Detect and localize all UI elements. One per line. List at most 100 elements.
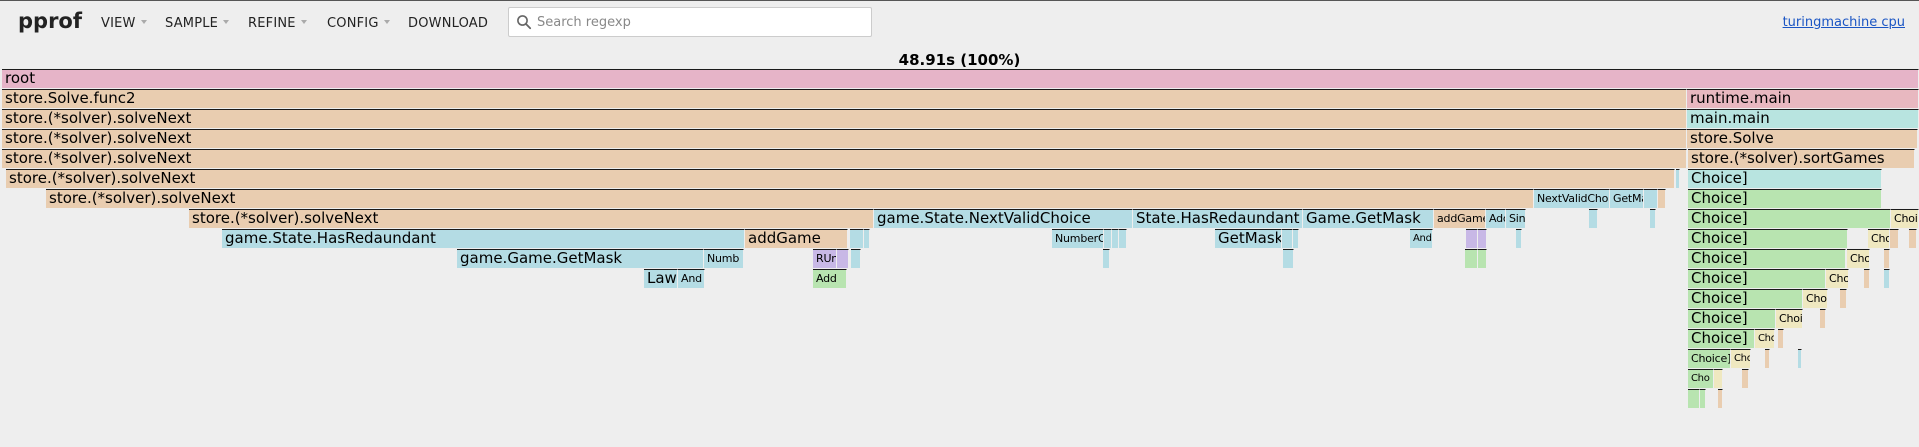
flame-frame[interactable] xyxy=(1282,229,1293,248)
flame-frame[interactable]: store.(*solver).solveNext xyxy=(6,169,1675,188)
flame-frame[interactable]: store.(*solver).solveNext xyxy=(2,129,1687,148)
flame-frame[interactable]: Choice] xyxy=(1688,229,1848,248)
flame-frame[interactable]: store.(*solver).solveNext xyxy=(2,149,1687,168)
flame-frame[interactable] xyxy=(1650,209,1656,228)
flame-frame[interactable]: addGame xyxy=(1434,209,1486,228)
flame-frame[interactable]: State.HasRedaundant xyxy=(1133,209,1303,228)
flame-frame[interactable] xyxy=(1283,249,1294,268)
flame-frame[interactable] xyxy=(1112,229,1119,248)
flame-frame-label: store.(*solver).solveNext xyxy=(5,109,192,127)
flame-frame[interactable] xyxy=(1688,389,1700,408)
flame-frame[interactable]: Game.GetMask xyxy=(1303,209,1434,228)
flame-frame[interactable]: runtime.main xyxy=(1687,89,1919,108)
flame-frame[interactable] xyxy=(1516,229,1522,248)
flame-frame[interactable]: And xyxy=(678,269,705,288)
flame-frame[interactable] xyxy=(1765,349,1770,368)
flame-frame[interactable]: Cho xyxy=(1755,329,1775,348)
flame-frame[interactable]: Choice] xyxy=(1688,269,1826,288)
flame-frame[interactable] xyxy=(837,249,849,268)
flame-frame[interactable]: store.(*solver).solveNext xyxy=(46,189,1534,208)
flame-frame[interactable]: Cho xyxy=(1868,229,1890,248)
flame-frame[interactable]: Law xyxy=(644,269,678,288)
flame-frame[interactable] xyxy=(1104,229,1112,248)
menu-download[interactable]: DOWNLOAD xyxy=(408,16,488,31)
flame-frame[interactable] xyxy=(1884,269,1890,288)
flame-frame[interactable] xyxy=(1466,229,1478,248)
flame-frame[interactable]: Choi xyxy=(1891,209,1919,228)
flame-frame[interactable] xyxy=(1714,369,1723,388)
flame-frame[interactable] xyxy=(1293,229,1299,248)
flame-frame-label: runtime.main xyxy=(1690,89,1792,107)
flame-frame[interactable]: game.State.HasRedaundant xyxy=(222,229,745,248)
flame-frame[interactable]: Choice] xyxy=(1688,289,1803,308)
flame-frame[interactable]: store.(*solver).solveNext xyxy=(189,209,874,228)
menu-view[interactable]: VIEW xyxy=(101,16,147,31)
flame-frame[interactable]: Cho xyxy=(1847,249,1870,268)
flame-frame[interactable] xyxy=(850,229,864,248)
flame-frame[interactable] xyxy=(1718,389,1723,408)
flame-frame[interactable]: Choice] xyxy=(1688,169,1882,188)
flame-frame[interactable] xyxy=(1676,169,1680,188)
menu-config[interactable]: CONFIG xyxy=(327,16,390,31)
flame-frame[interactable]: NumberOf xyxy=(1052,229,1104,248)
flame-frame[interactable]: Sin xyxy=(1506,209,1526,228)
flame-frame[interactable]: RUn xyxy=(813,249,837,268)
flame-frame[interactable]: Add xyxy=(1486,209,1506,228)
search-input[interactable] xyxy=(537,8,867,36)
flame-frame[interactable] xyxy=(1798,349,1802,368)
flame-frame[interactable] xyxy=(1589,209,1598,228)
flame-frame[interactable]: Cho xyxy=(1731,349,1751,368)
flame-frame[interactable] xyxy=(1884,249,1890,268)
flame-frame[interactable] xyxy=(1700,389,1706,408)
flame-frame[interactable]: Choice] xyxy=(1688,349,1731,368)
flame-frame[interactable]: Choice] xyxy=(1688,309,1776,328)
flame-frame[interactable]: Cho xyxy=(1688,369,1714,388)
flame-frame[interactable] xyxy=(1742,369,1749,388)
flame-frame[interactable]: Choice] xyxy=(1688,189,1882,208)
flame-frame[interactable]: Choice] xyxy=(1688,209,1891,228)
flame-frame[interactable] xyxy=(864,229,870,248)
flame-frame[interactable]: Choi xyxy=(1803,289,1828,308)
flame-frame[interactable]: store.Solve xyxy=(1687,129,1918,148)
menu-sample[interactable]: SAMPLE xyxy=(165,16,230,31)
caret-down-icon xyxy=(300,19,307,24)
flame-frame[interactable] xyxy=(1644,189,1658,208)
flame-frame[interactable]: store.(*solver).solveNext xyxy=(2,109,1687,128)
flame-frame[interactable]: addGame xyxy=(745,229,848,248)
flame-frame[interactable] xyxy=(1119,229,1127,248)
menu-sample-label: SAMPLE xyxy=(165,16,219,31)
flame-frame[interactable]: Add xyxy=(813,269,847,288)
flame-frame[interactable] xyxy=(1864,269,1870,288)
flame-frame[interactable] xyxy=(1465,249,1478,268)
flame-frame[interactable]: GetMask xyxy=(1215,229,1282,248)
flame-frame[interactable]: Choi xyxy=(1776,309,1803,328)
flame-frame[interactable]: game.State.NextValidChoice xyxy=(874,209,1133,228)
flame-frame[interactable]: And xyxy=(1410,229,1433,248)
flame-frame[interactable] xyxy=(1840,289,1847,308)
flame-frame[interactable]: root xyxy=(2,69,1919,88)
flame-frame[interactable]: GetMask xyxy=(1610,189,1644,208)
flame-frame[interactable]: store.Solve.func2 xyxy=(2,89,1687,108)
flame-frame[interactable]: Numb xyxy=(704,249,744,268)
flame-frame[interactable]: Cho xyxy=(1826,269,1849,288)
profile-name-link[interactable]: turingmachine cpu xyxy=(1782,15,1905,30)
flame-frame-label: And xyxy=(681,272,702,285)
flame-frame[interactable] xyxy=(1890,229,1899,248)
flame-frame[interactable] xyxy=(851,249,861,268)
flame-frame[interactable] xyxy=(1478,249,1487,268)
flame-frame-label: Cho xyxy=(1829,272,1849,285)
menu-refine[interactable]: REFINE xyxy=(248,16,307,31)
flame-frame[interactable] xyxy=(1820,309,1826,328)
flame-frame[interactable]: store.(*solver).sortGames xyxy=(1688,149,1915,168)
flame-frame-label: State.HasRedaundant xyxy=(1136,209,1300,227)
flame-frame[interactable]: game.Game.GetMask xyxy=(457,249,704,268)
flame-frame[interactable]: Choice] xyxy=(1688,329,1755,348)
flame-frame[interactable] xyxy=(1909,229,1917,248)
flame-frame[interactable] xyxy=(1778,329,1784,348)
flame-frame[interactable]: Choice] xyxy=(1688,249,1846,268)
flame-frame[interactable] xyxy=(1103,249,1110,268)
flame-frame[interactable]: NextValidChoice xyxy=(1534,189,1610,208)
flame-frame[interactable] xyxy=(1658,189,1666,208)
flame-frame[interactable] xyxy=(1478,229,1487,248)
flame-frame[interactable]: main.main xyxy=(1687,109,1919,128)
